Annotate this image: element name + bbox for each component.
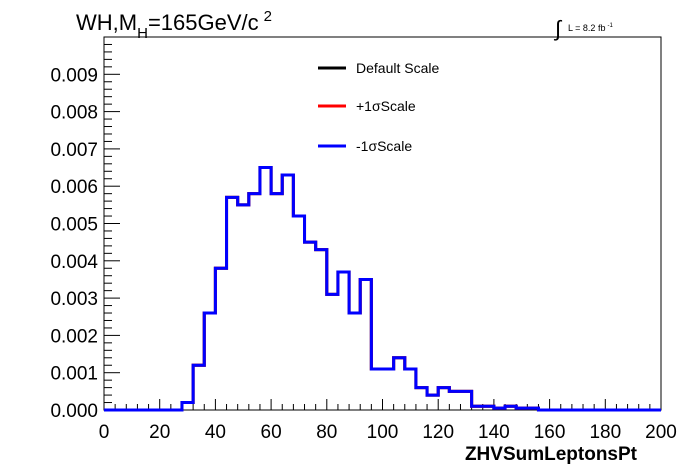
x-tick-label: 40 xyxy=(205,422,226,443)
y-tick-label: 0.007 xyxy=(50,140,98,161)
y-tick-label: 0.003 xyxy=(50,289,98,310)
x-tick-label: 60 xyxy=(261,422,282,443)
luminosity-label: L = 8.2 fb -1 xyxy=(568,23,613,33)
legend-label-plus1sigma: +1σScale xyxy=(356,98,416,114)
y-tick-label: 0.001 xyxy=(50,364,98,385)
y-tick-label: 0.004 xyxy=(50,252,98,273)
y-tick-label: 0.008 xyxy=(50,103,98,124)
y-tick-label: 0.000 xyxy=(50,401,98,422)
plot-frame xyxy=(103,36,662,411)
chart-title: WH,MH=165GeV/c 2 xyxy=(76,8,272,42)
x-tick-label: 160 xyxy=(534,422,566,443)
x-tick-label: 0 xyxy=(99,422,110,443)
y-tick-label: 0.002 xyxy=(50,326,98,347)
x-tick-label: 80 xyxy=(316,422,337,443)
x-tick-label: 20 xyxy=(149,422,170,443)
x-axis-label: ZHVSumLeptonsPt xyxy=(465,444,638,465)
x-tick-label: 140 xyxy=(478,422,510,443)
y-tick-label: 0.009 xyxy=(50,65,98,86)
x-tick-label: 100 xyxy=(367,422,399,443)
tick-labels: 0 20 40 60 80 100 120 140 160 180 200 0.000 0.001 0.0… xyxy=(50,65,676,443)
luminosity-integral-symbol: ∫ xyxy=(553,16,563,41)
x-tick-label: 180 xyxy=(589,422,621,443)
series-line-1-scale xyxy=(104,166,661,412)
legend-label-default: Default Scale xyxy=(356,60,439,76)
y-tick-label: 0.005 xyxy=(50,215,98,236)
x-tick-label: 200 xyxy=(645,422,677,443)
series-layer xyxy=(104,166,661,412)
legend-label-minus1sigma: -1σScale xyxy=(356,138,412,154)
x-tick-label: 120 xyxy=(422,422,454,443)
legend: Default Scale +1σScale -1σScale xyxy=(318,60,439,154)
y-tick-label: 0.006 xyxy=(50,177,98,198)
